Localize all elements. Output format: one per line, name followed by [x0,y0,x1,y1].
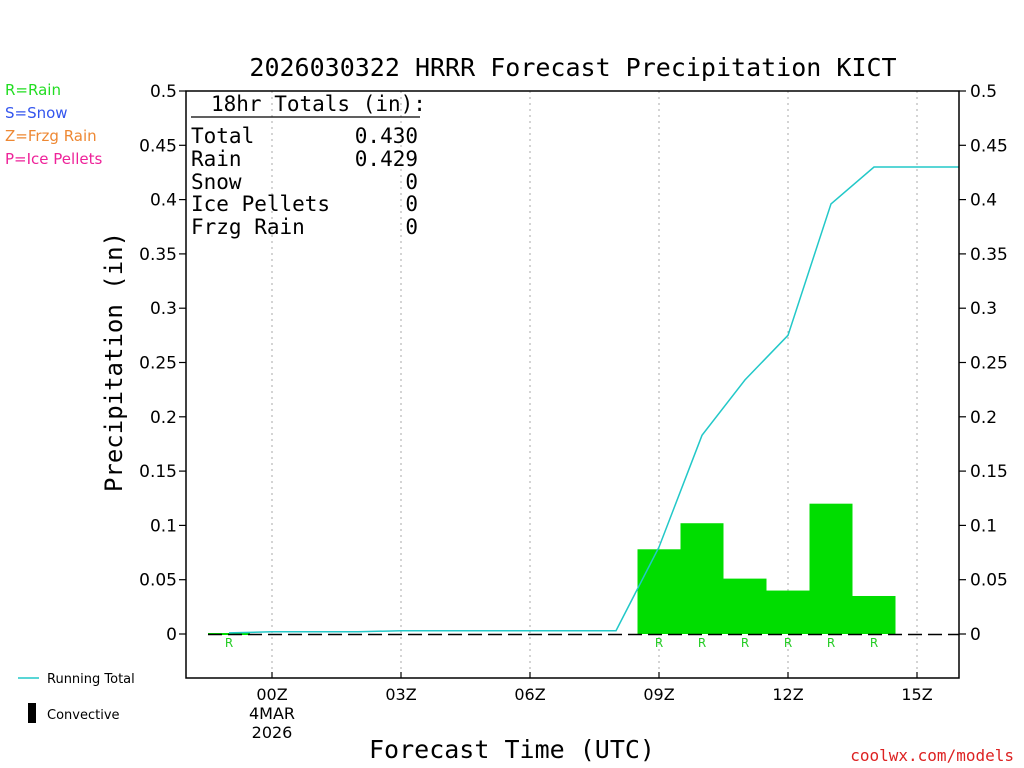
x-tick-label-09Z: 09Z [643,685,674,704]
y-tick-label-right-6: 0.3 [970,299,997,319]
y-tick-label-right-8: 0.4 [970,191,997,211]
y-tick-label-left-10: 0.5 [150,82,177,102]
bar-hour-14 [852,595,896,634]
type-marker-hour-14: R [870,636,878,650]
precip-type-legend: R=Rain S=Snow Z=Frzg Rain P=Ice Pellets [5,81,102,168]
type-marker-hour-10: R [698,636,706,650]
x-tick-date-month: 4MAR [249,704,295,723]
y-tick-label-right-0: 0 [970,625,981,645]
y-tick-label-left-6: 0.3 [150,299,177,319]
y-axis-label: Precipitation (in) [100,232,128,492]
running-total-line [228,166,959,634]
legend-rain: R=Rain [5,81,61,99]
x-tick-label-06Z: 06Z [514,685,545,704]
legend-frzg-rain: Z=Frzg Rain [5,127,97,145]
y-tick-label-left-8: 0.4 [150,191,177,211]
x-tick-date-year: 2026 [252,723,293,742]
y-tick-label-right-7: 0.35 [970,245,1008,265]
y-tick-label-left-5: 0.25 [139,354,177,374]
type-marker-hour-12: R [784,636,792,650]
totals-box: 18hr Totals (in): Total 0.430 Rain 0.429… [191,92,426,239]
totals-rain-label: Rain [191,147,242,171]
bar-hour-9 [637,549,681,634]
x-tick-label-00Z: 00Z [256,685,287,704]
legend-running-total-label: Running Total [47,672,135,687]
legend-convective-swatch [28,703,36,723]
y-tick-label-right-3: 0.15 [970,462,1008,482]
type-marker-hour--1: R [225,636,233,650]
totals-snow-label: Snow [191,170,242,194]
totals-total-label: Total [191,124,254,148]
totals-ice-pellets-label: Ice Pellets [191,192,330,216]
legend-convective-label: Convective [47,708,120,723]
y-tick-label-left-4: 0.2 [150,408,177,428]
x-tick-label-03Z: 03Z [385,685,416,704]
bar-hour-13 [809,503,853,634]
y-tick-label-right-9: 0.45 [970,136,1008,156]
y-tick-label-left-9: 0.45 [139,136,177,156]
credit-text: coolwx.com/models [850,746,1014,765]
y-axis-right: 0 0.05 0.1 0.15 0.2 0.25 0.3 0.35 0.4 0.45 0.5 [959,82,1008,645]
bar-hour-10 [680,523,724,634]
totals-snow-value: 0 [405,170,418,194]
plot-frame [185,90,960,679]
y-tick-label-right-2: 0.1 [970,516,997,536]
x-tick-label-12Z: 12Z [772,685,803,704]
totals-frzg-rain-value: 0 [405,215,418,239]
series-legend: Running Total Convective [18,672,135,723]
totals-frzg-rain-label: Frzg Rain [191,215,305,239]
y-tick-label-left-3: 0.15 [139,462,177,482]
y-tick-label-right-5: 0.25 [970,354,1008,374]
grid-lines [271,91,918,678]
chart-title: 2026030322 HRRR Forecast Precipitation K… [249,53,896,82]
running-total-polyline [228,166,959,634]
y-tick-label-left-2: 0.1 [150,516,177,536]
type-marker-hour-11: R [741,636,749,650]
y-axis-left: 0 0.05 0.1 0.15 0.2 0.25 0.3 0.35 0.4 0.45 0.5 [139,82,186,645]
precip-bars [208,503,959,636]
x-axis-label: Forecast Time (UTC) [369,735,655,764]
y-tick-label-left-1: 0.05 [139,571,177,591]
type-marker-hour-13: R [827,636,835,650]
x-tick-label-15Z: 15Z [901,685,932,704]
totals-header: 18hr Totals (in): [211,92,426,116]
totals-ice-pellets-value: 0 [405,192,418,216]
legend-snow: S=Snow [5,104,68,122]
totals-total-value: 0.430 [355,124,418,148]
y-tick-label-right-1: 0.05 [970,571,1008,591]
totals-rain-value: 0.429 [355,147,418,171]
y-tick-label-right-10: 0.5 [970,82,997,102]
type-marker-hour-9: R [655,636,663,650]
y-tick-label-right-4: 0.2 [970,408,997,428]
y-tick-label-left-7: 0.35 [139,245,177,265]
legend-ice-pellets: P=Ice Pellets [5,150,102,168]
bar-hour-11 [723,578,767,634]
bar-hour-12 [766,590,810,634]
y-tick-label-left-0: 0 [166,625,177,645]
